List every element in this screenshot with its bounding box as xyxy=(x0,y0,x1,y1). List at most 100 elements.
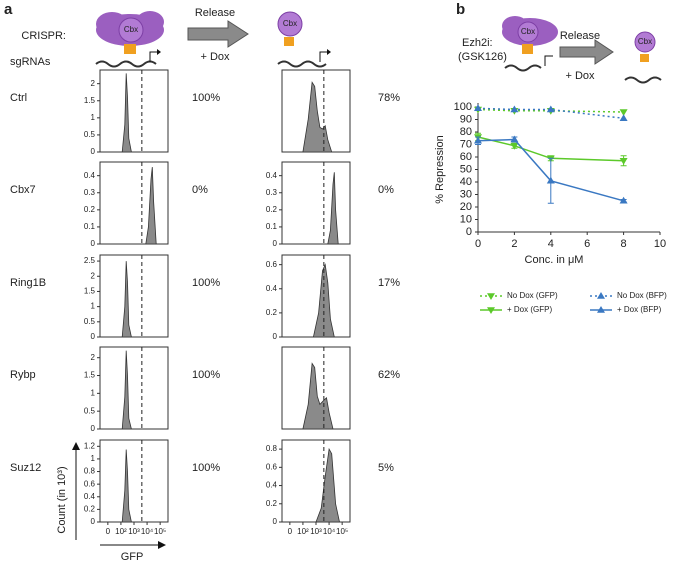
cbx-label: Cbx xyxy=(124,25,138,34)
y-tick-label: 0.6 xyxy=(84,479,96,488)
x-tick-label: 10⁴ xyxy=(323,527,336,536)
row-label: Suz12 xyxy=(10,462,41,474)
y-tick-label: 0.4 xyxy=(84,492,96,501)
marker xyxy=(487,293,495,300)
y-tick-label: 0.1 xyxy=(84,222,96,231)
plot-frame xyxy=(99,346,169,430)
series-line xyxy=(477,136,624,162)
row-label: Ctrl xyxy=(10,92,27,104)
plot-frame xyxy=(99,69,169,153)
histogram xyxy=(327,172,339,245)
legend-label: + Dox (BFP) xyxy=(617,305,662,314)
construct-label: CRISPR: xyxy=(21,30,66,42)
marker xyxy=(546,176,555,184)
complex-icon xyxy=(95,11,164,68)
marker xyxy=(474,136,482,144)
histogram xyxy=(121,350,132,430)
x-axis-label: GFP xyxy=(121,551,144,563)
marker xyxy=(597,292,605,299)
x-axis-label: Conc. in μM xyxy=(525,254,584,266)
y-tick-label: 0 xyxy=(91,147,96,156)
y-tick-label: 2 xyxy=(91,353,96,362)
panel-label: b xyxy=(456,1,465,18)
percent-label: 78% xyxy=(378,92,400,104)
axis-arrow xyxy=(158,541,166,549)
x-tick-label: 0 xyxy=(106,527,111,536)
y-tick-label: 0 xyxy=(273,332,278,341)
plot-frame xyxy=(99,161,169,245)
percent-label: 17% xyxy=(378,277,400,289)
y-tick-label: 0.8 xyxy=(266,444,278,453)
x-tick-label: 10 xyxy=(654,238,666,250)
release-icon xyxy=(277,11,331,68)
y-tick-label: 80 xyxy=(460,126,472,138)
series-line xyxy=(477,138,624,202)
y-tick-label: 0.4 xyxy=(266,171,278,180)
histogram xyxy=(121,73,132,153)
histogram xyxy=(121,449,132,523)
y-tick-label: 0.4 xyxy=(84,171,96,180)
x-tick-label: 0 xyxy=(288,527,293,536)
row-label: Ring1B xyxy=(10,277,46,289)
percent-label: 100% xyxy=(192,92,220,104)
row-label: Rybp xyxy=(10,369,36,381)
marker xyxy=(619,114,628,122)
plot-frame xyxy=(281,439,351,523)
y-tick-label: 0 xyxy=(466,226,472,238)
cbx-label: Cbx xyxy=(521,27,535,36)
y-tick-label: 10 xyxy=(460,213,472,225)
y-tick-label: 20 xyxy=(460,201,472,213)
percent-label: 100% xyxy=(192,277,220,289)
y-tick-label: 0 xyxy=(91,517,96,526)
x-tick-label: 10² xyxy=(297,527,309,536)
y-tick-label: 0.5 xyxy=(84,130,96,139)
x-tick-label: 10⁵ xyxy=(336,527,348,536)
histogram xyxy=(302,81,333,153)
marker xyxy=(510,105,519,113)
marker xyxy=(510,135,519,143)
histogram xyxy=(315,447,340,523)
y-tick-label: 0.3 xyxy=(266,188,278,197)
cbx-label: Cbx xyxy=(638,37,652,46)
x-tick-label: 2 xyxy=(511,238,517,250)
y-tick-label: 1.5 xyxy=(84,287,96,296)
marker xyxy=(619,196,628,204)
marker xyxy=(619,157,628,165)
panel-label: a xyxy=(4,1,13,18)
y-tick-label: 0.2 xyxy=(84,205,96,214)
y-tick-label: 0.1 xyxy=(266,222,278,231)
y-tick-label: 0 xyxy=(91,239,96,248)
marker xyxy=(474,104,482,112)
y-tick-label: 0.5 xyxy=(84,317,96,326)
percent-label: 0% xyxy=(192,184,208,196)
y-tick-label: 1 xyxy=(91,388,96,397)
arrow-label: + Dox xyxy=(200,51,230,63)
y-tick-label: 100 xyxy=(454,101,472,113)
x-tick-label: 4 xyxy=(548,238,554,250)
y-tick-label: 0.6 xyxy=(266,462,278,471)
y-tick-label: 0.2 xyxy=(266,499,278,508)
histogram xyxy=(302,362,334,430)
y-tick-label: 0.4 xyxy=(266,284,278,293)
y-tick-label: 60 xyxy=(460,151,472,163)
y-tick-label: 0.4 xyxy=(266,481,278,490)
x-tick-label: 10³ xyxy=(310,527,322,536)
y-tick-label: 0 xyxy=(273,517,278,526)
y-tick-label: 0 xyxy=(273,239,278,248)
legend-label: No Dox (GFP) xyxy=(507,291,558,300)
percent-label: 100% xyxy=(192,462,220,474)
arrow xyxy=(187,20,249,48)
y-tick-label: 0.6 xyxy=(266,260,278,269)
y-tick-label: 1 xyxy=(91,302,96,311)
marker xyxy=(510,142,519,150)
axis-arrow xyxy=(72,442,80,450)
y-tick-label: 2.5 xyxy=(84,256,96,265)
x-tick-label: 10⁴ xyxy=(141,527,154,536)
percent-label: 100% xyxy=(192,369,220,381)
y-tick-label: 0.5 xyxy=(84,406,96,415)
column-label: sgRNAs xyxy=(10,56,51,68)
arrow xyxy=(559,39,614,65)
y-tick-label: 30 xyxy=(460,188,472,200)
complex-icon xyxy=(502,16,558,72)
